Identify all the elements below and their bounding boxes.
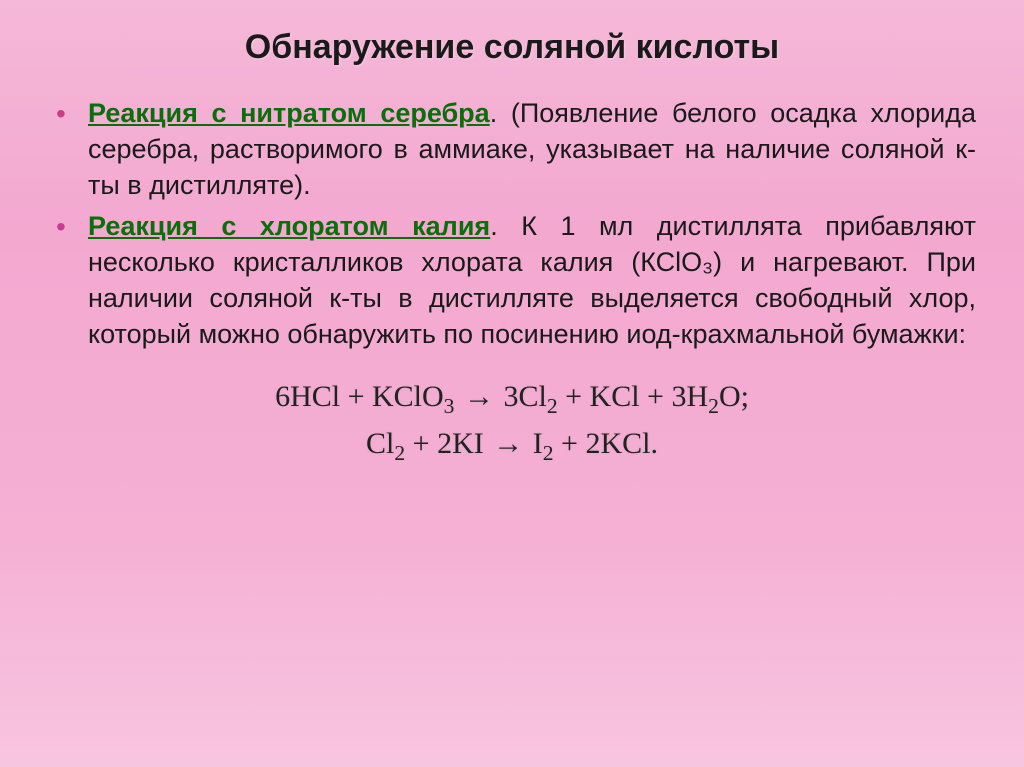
- bullet-headline: Реакция с хлоратом калия: [88, 211, 490, 241]
- content-area: • Реакция с нитратом серебра. (Появление…: [48, 95, 976, 352]
- bullet-period: .: [490, 98, 511, 128]
- bullet-paragraph: Реакция с хлоратом калия. К 1 мл дистилл…: [88, 208, 976, 353]
- bullet-period: .: [490, 211, 521, 241]
- equation-line: 6HCl + KClO3 → 3Cl2 + KCl + 3H2O;: [48, 374, 976, 421]
- equation-line: Cl2 + 2KI → I2 + 2KCl.: [48, 421, 976, 468]
- bullet-item: • Реакция с хлоратом калия. К 1 мл дисти…: [54, 208, 976, 353]
- bullet-marker: •: [54, 208, 88, 246]
- equations-block: 6HCl + KClO3 → 3Cl2 + KCl + 3H2O; Cl2 + …: [48, 374, 976, 467]
- bullet-item: • Реакция с нитратом серебра. (Появление…: [54, 95, 976, 204]
- bullet-headline: Реакция с нитратом серебра: [88, 98, 490, 128]
- page-title: Обнаружение соляной кислоты: [48, 28, 976, 67]
- bullet-paragraph: Реакция с нитратом серебра. (Появление б…: [88, 95, 976, 204]
- bullet-marker: •: [54, 95, 88, 133]
